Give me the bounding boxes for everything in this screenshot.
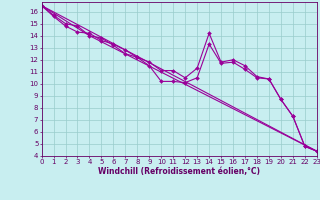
X-axis label: Windchill (Refroidissement éolien,°C): Windchill (Refroidissement éolien,°C) — [98, 167, 260, 176]
